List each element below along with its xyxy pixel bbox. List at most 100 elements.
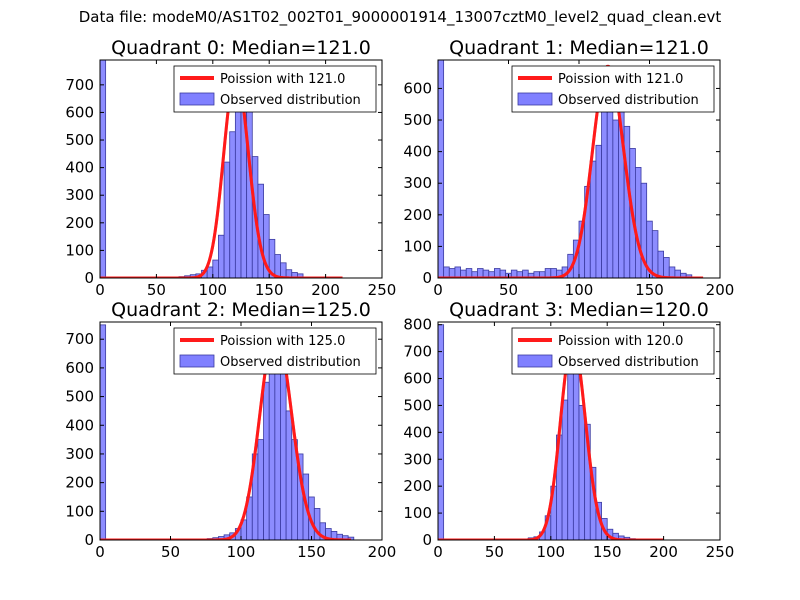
y-tick-label: 600 <box>65 103 94 121</box>
y-tick-label: 600 <box>403 79 432 97</box>
y-tick-label: 500 <box>403 396 432 414</box>
y-tick-label: 200 <box>403 206 432 224</box>
histogram-bar <box>595 144 602 278</box>
histogram-bar <box>285 410 293 540</box>
histogram-bar <box>612 119 619 278</box>
y-tick-label: 0 <box>422 531 432 549</box>
x-tick-label: 50 <box>499 281 518 299</box>
y-tick-label: 700 <box>65 330 94 348</box>
histogram-bar <box>212 259 219 278</box>
histogram-bar <box>578 405 586 540</box>
y-tick-label: 200 <box>65 214 94 232</box>
histogram-bar <box>218 234 225 278</box>
histogram-bar <box>280 373 287 540</box>
x-tick-label: 150 <box>297 543 326 561</box>
histogram-bar <box>438 60 445 278</box>
y-tick-label: 400 <box>65 416 94 434</box>
y-tick-label: 500 <box>65 388 94 406</box>
poisson-curve <box>100 72 343 278</box>
legend-label-observed: Observed distribution <box>558 93 699 108</box>
legend-bar-swatch <box>517 354 553 368</box>
poisson-curve <box>438 64 704 278</box>
y-tick-label: 700 <box>65 76 94 94</box>
y-tick-label: 100 <box>403 504 432 522</box>
y-tick-label: 300 <box>403 174 432 192</box>
plot-area <box>100 324 355 540</box>
y-tick-label: 100 <box>65 241 94 259</box>
legend-box <box>511 327 715 375</box>
x-tick-label: 150 <box>593 543 622 561</box>
axes-frame <box>99 59 383 279</box>
histogram-bar <box>443 266 450 278</box>
subplot-title: Quadrant 1: Median=121.0 <box>449 37 709 59</box>
histogram-bar <box>561 399 569 540</box>
y-tick-label: 0 <box>84 269 94 287</box>
legend-label-observed: Observed distribution <box>220 355 361 370</box>
histogram-bar <box>589 160 597 278</box>
y-tick-label: 300 <box>65 445 94 463</box>
x-tick-label: 150 <box>635 281 664 299</box>
y-tick-label: 800 <box>403 316 432 334</box>
poisson-curve <box>100 329 352 540</box>
x-tick-label: 50 <box>161 543 180 561</box>
x-tick-label: 0 <box>95 281 105 299</box>
subplot-quadrant-0: 0 50 100 150 200 250 0 100 200 300 400 500 600 700 Qua… <box>65 37 396 299</box>
x-tick-label: 100 <box>227 543 256 561</box>
subplot-title: Quadrant 3: Median=120.0 <box>449 299 709 321</box>
x-tick-label: 250 <box>368 281 397 299</box>
axes-frame <box>437 321 721 541</box>
histogram-bar <box>100 324 107 540</box>
y-tick-label: 400 <box>403 423 432 441</box>
y-tick-label: 500 <box>65 131 94 149</box>
y-tick-label: 200 <box>403 477 432 495</box>
subplot-title: Quadrant 0: Median=121.0 <box>111 37 371 59</box>
legend-label-poisson: Poission with 125.0 <box>220 334 345 349</box>
x-tick-label: 200 <box>368 543 397 561</box>
legend-bar-swatch <box>517 92 553 106</box>
histogram-bar <box>100 60 107 278</box>
histogram-bar <box>257 439 264 540</box>
y-tick-label: 400 <box>403 143 432 161</box>
x-tick-label: 50 <box>485 543 504 561</box>
x-tick-label: 200 <box>706 281 735 299</box>
y-tick-label: 400 <box>65 159 94 177</box>
subplot-quadrant-1: 0 50 100 150 200 0 100 200 300 400 500 600 Quadrant … <box>403 37 734 299</box>
x-tick-label: 200 <box>649 543 678 561</box>
histogram-bar <box>601 100 608 278</box>
histogram-bar <box>635 167 642 278</box>
y-tick-label: 0 <box>422 269 432 287</box>
histogram-bar <box>206 266 214 278</box>
plot-area <box>438 60 704 278</box>
x-tick-label: 100 <box>536 543 565 561</box>
legend-label-poisson: Poission with 121.0 <box>220 72 345 87</box>
histogram-bar <box>280 262 287 278</box>
histogram-bar <box>263 381 270 540</box>
legend-label-observed: Observed distribution <box>558 355 699 370</box>
y-tick-label: 0 <box>84 531 94 549</box>
subplot-quadrant-3: 0 50 100 150 200 250 0 100 200 300 400 500 600 700 800… <box>403 299 734 561</box>
x-tick-label: 150 <box>255 281 284 299</box>
histogram-bar <box>229 131 236 278</box>
legend-label-observed: Observed distribution <box>220 93 361 108</box>
x-tick-label: 0 <box>433 281 443 299</box>
y-tick-label: 200 <box>65 474 94 492</box>
x-tick-label: 100 <box>565 281 594 299</box>
histogram-bar <box>274 254 281 278</box>
x-tick-label: 100 <box>198 281 227 299</box>
y-tick-label: 500 <box>403 111 432 129</box>
x-tick-label: 0 <box>95 543 105 561</box>
histogram-bar <box>663 257 670 278</box>
legend-label-poisson: Poission with 120.0 <box>558 334 683 349</box>
x-tick-label: 0 <box>433 543 443 561</box>
y-tick-label: 700 <box>403 343 432 361</box>
histogram-bar <box>223 161 231 278</box>
legend-bar-swatch <box>179 354 215 368</box>
y-tick-label: 600 <box>403 370 432 388</box>
y-tick-label: 300 <box>65 186 94 204</box>
histogram-bar <box>657 250 665 278</box>
subplot-title: Quadrant 2: Median=125.0 <box>111 299 371 321</box>
x-tick-label: 250 <box>706 543 735 561</box>
x-tick-label: 200 <box>311 281 340 299</box>
subplot-quadrant-2: 0 50 100 150 200 0 100 200 300 400 500 600 700 Quadra… <box>65 299 396 561</box>
